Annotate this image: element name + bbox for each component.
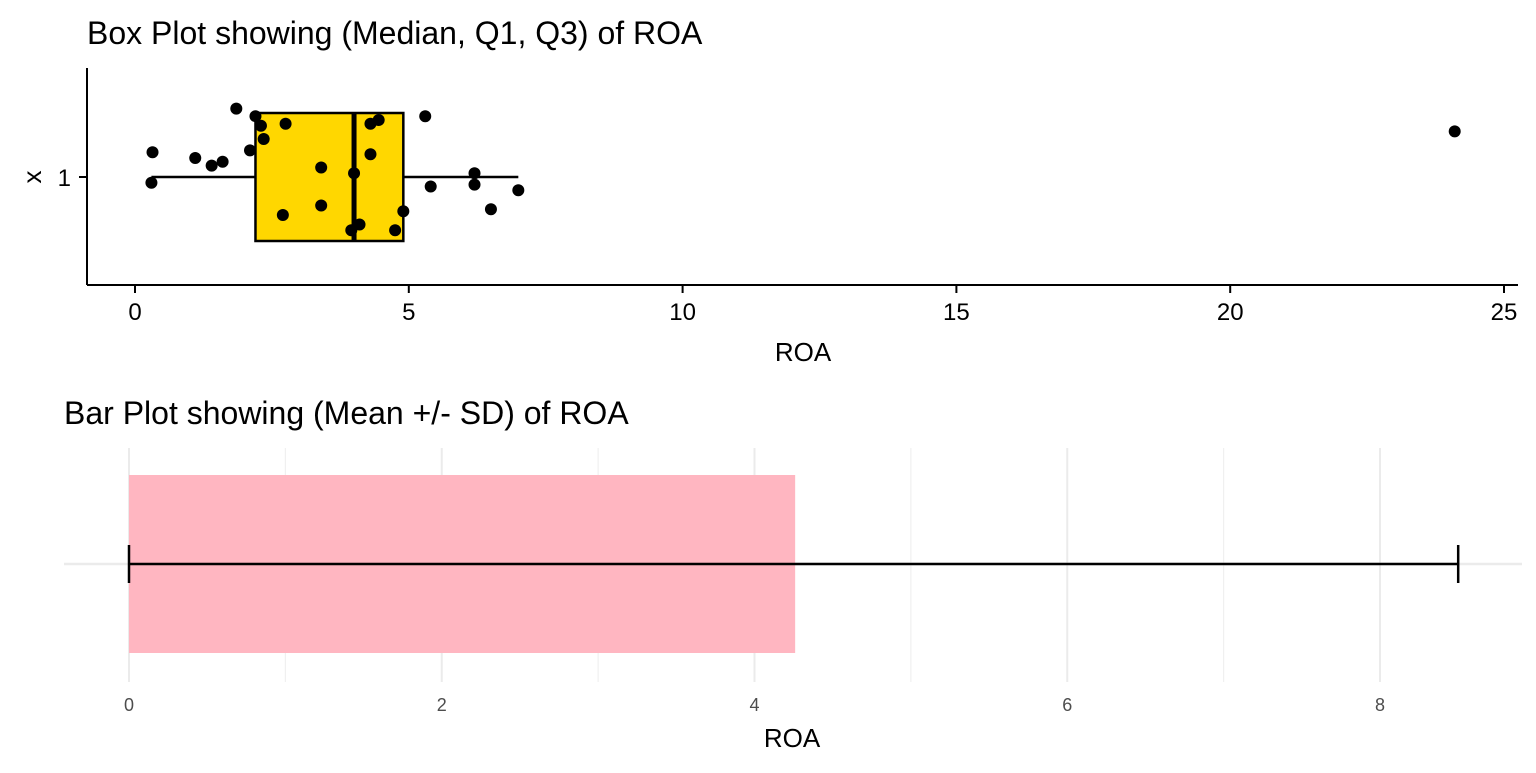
box-plot-point: [389, 224, 402, 237]
box-plot-point: [243, 144, 256, 157]
bar-plot-x-tick-label: 0: [124, 695, 134, 715]
box-plot-point: [315, 199, 328, 212]
box-plot-x-tick-label: 10: [669, 299, 696, 326]
box-plot-point: [254, 119, 267, 132]
box-plot-point: [397, 205, 410, 218]
bar-plot-x-tick-label: 2: [437, 695, 447, 715]
box-plot-point: [315, 161, 328, 174]
box-plot-y-ticks: 1: [58, 165, 87, 192]
box-plot-point: [216, 155, 229, 168]
box-plot-title: Box Plot showing (Median, Q1, Q3) of ROA: [87, 15, 703, 51]
box-plot-point: [484, 203, 497, 216]
box-plot-point: [424, 180, 437, 193]
box-plot-marks: [151, 111, 519, 243]
box-plot-point: [279, 117, 292, 130]
box-plot-point: [145, 176, 158, 189]
box-plot-point: [468, 178, 481, 191]
box-plot-point: [364, 148, 377, 161]
box-plot-x-tick-label: 20: [1217, 299, 1244, 326]
bar-plot-x-axis-title: ROA: [764, 723, 821, 753]
box-plot-x-ticks: 0 5 10 15 20 25: [128, 285, 1517, 326]
box-plot-points: [145, 102, 1461, 237]
box-plot-point: [512, 184, 525, 197]
box-plot-point: [257, 133, 270, 145]
bar-plot-x-tick-label: 8: [1375, 695, 1385, 715]
box-plot-point: [353, 218, 366, 231]
box-plot-point: [249, 110, 262, 123]
box-plot-point: [348, 167, 361, 180]
box-plot-point: [230, 102, 243, 115]
box-plot-point: [189, 152, 202, 164]
bar-plot-x-tick-label: 4: [749, 695, 759, 715]
box-plot-x-tick-label: 15: [943, 299, 970, 326]
box-plot-point: [468, 167, 481, 180]
box-plot-point: [146, 146, 159, 159]
bar-plot-marks: [127, 475, 1460, 653]
box-plot-box: [254, 111, 405, 243]
box-plot-point: [276, 209, 289, 221]
box-plot-y-axis-title: x: [17, 171, 47, 184]
box-plot-x-tick-label: 0: [128, 299, 141, 326]
bar-plot-x-ticks: 0 2 4 6 8: [124, 695, 1385, 715]
box-plot-panel: Box Plot showing (Median, Q1, Q3) of ROA…: [17, 15, 1518, 367]
box-plot-x-axis-title: ROA: [775, 337, 832, 367]
box-plot-point: [1448, 125, 1461, 138]
box-plot-y-tick-label: 1: [58, 165, 71, 192]
box-plot-x-tick-label: 5: [402, 299, 415, 326]
box-plot-point: [372, 114, 385, 126]
box-plot-point: [419, 110, 432, 123]
bar-plot-panel: Bar Plot showing (Mean +/- SD) of ROA 0 2…: [64, 395, 1522, 753]
box-plot-point: [205, 159, 218, 172]
box-plot-x-tick-label: 25: [1491, 299, 1518, 326]
bar-plot-title: Bar Plot showing (Mean +/- SD) of ROA: [64, 395, 629, 431]
bar-plot-x-tick-label: 6: [1062, 695, 1072, 715]
